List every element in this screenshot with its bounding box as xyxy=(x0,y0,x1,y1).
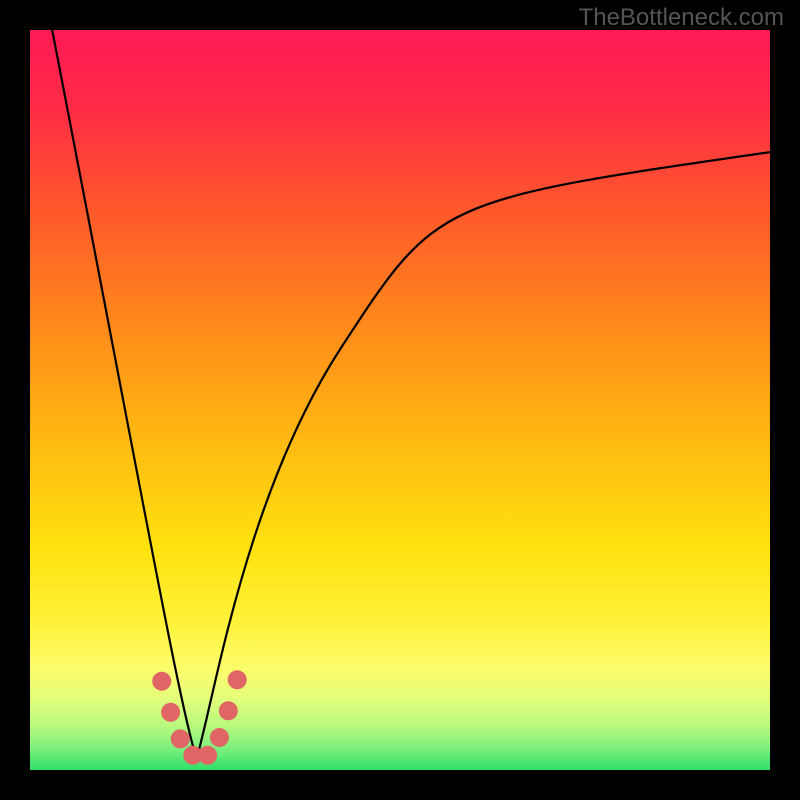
marker-dot xyxy=(228,671,246,689)
curve-overlay xyxy=(30,30,770,770)
marker-dot xyxy=(219,702,237,720)
marker-dot xyxy=(210,728,228,746)
marker-dot xyxy=(199,746,217,764)
highlight-markers xyxy=(153,671,246,764)
marker-dot xyxy=(162,703,180,721)
marker-dot xyxy=(153,672,171,690)
plot-area xyxy=(30,30,770,770)
watermark-text: TheBottleneck.com xyxy=(579,4,784,32)
marker-dot xyxy=(171,730,189,748)
chart-frame: TheBottleneck.com xyxy=(0,0,800,800)
bottleneck-curve xyxy=(52,30,770,759)
